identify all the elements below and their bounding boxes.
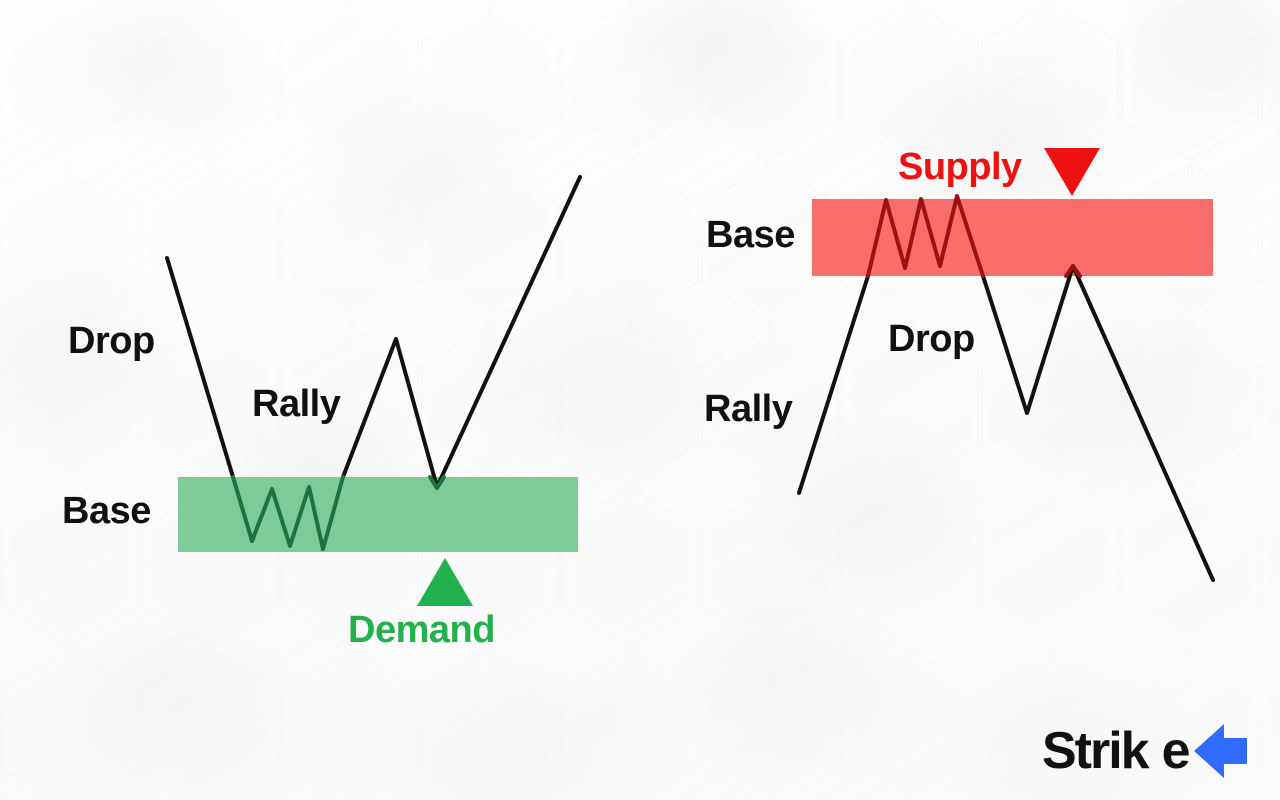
strike-logo-text-secondary: e: [1161, 722, 1191, 780]
supply-label-supply: Supply: [898, 146, 1022, 188]
strike-logo-text-primary: Strik: [1042, 722, 1150, 780]
supply-price-line-drop: [981, 264, 1215, 582]
demand-retest-dip: [428, 475, 446, 490]
demand-base-zigzag: [231, 475, 345, 551]
supply-base-zigzag: [866, 194, 985, 278]
demand-label-base: Base: [62, 490, 151, 532]
supply-price-line-rally: [797, 274, 870, 495]
demand-label-drop: Drop: [68, 320, 155, 362]
supply-label-drop: Drop: [888, 318, 975, 360]
demand-label-rally: Rally: [252, 383, 341, 425]
supply-label-rally: Rally: [704, 388, 793, 430]
demand-chart-group: [165, 175, 582, 606]
demand-price-line-rally: [341, 175, 582, 489]
supply-chart-group: [797, 148, 1215, 582]
supply-retest-peak: [1064, 264, 1082, 278]
strike-logo[interactable]: Strik e: [1042, 720, 1252, 782]
supply-down-triangle-icon: [1044, 148, 1100, 196]
demand-label-demand: Demand: [348, 609, 495, 651]
logo-arrow-icon: [1194, 724, 1247, 778]
demand-price-line-outer: [165, 256, 235, 479]
strike-logo-mark: [1194, 724, 1247, 778]
supply-label-base: Base: [706, 214, 795, 256]
demand-up-triangle-icon: [417, 558, 473, 606]
